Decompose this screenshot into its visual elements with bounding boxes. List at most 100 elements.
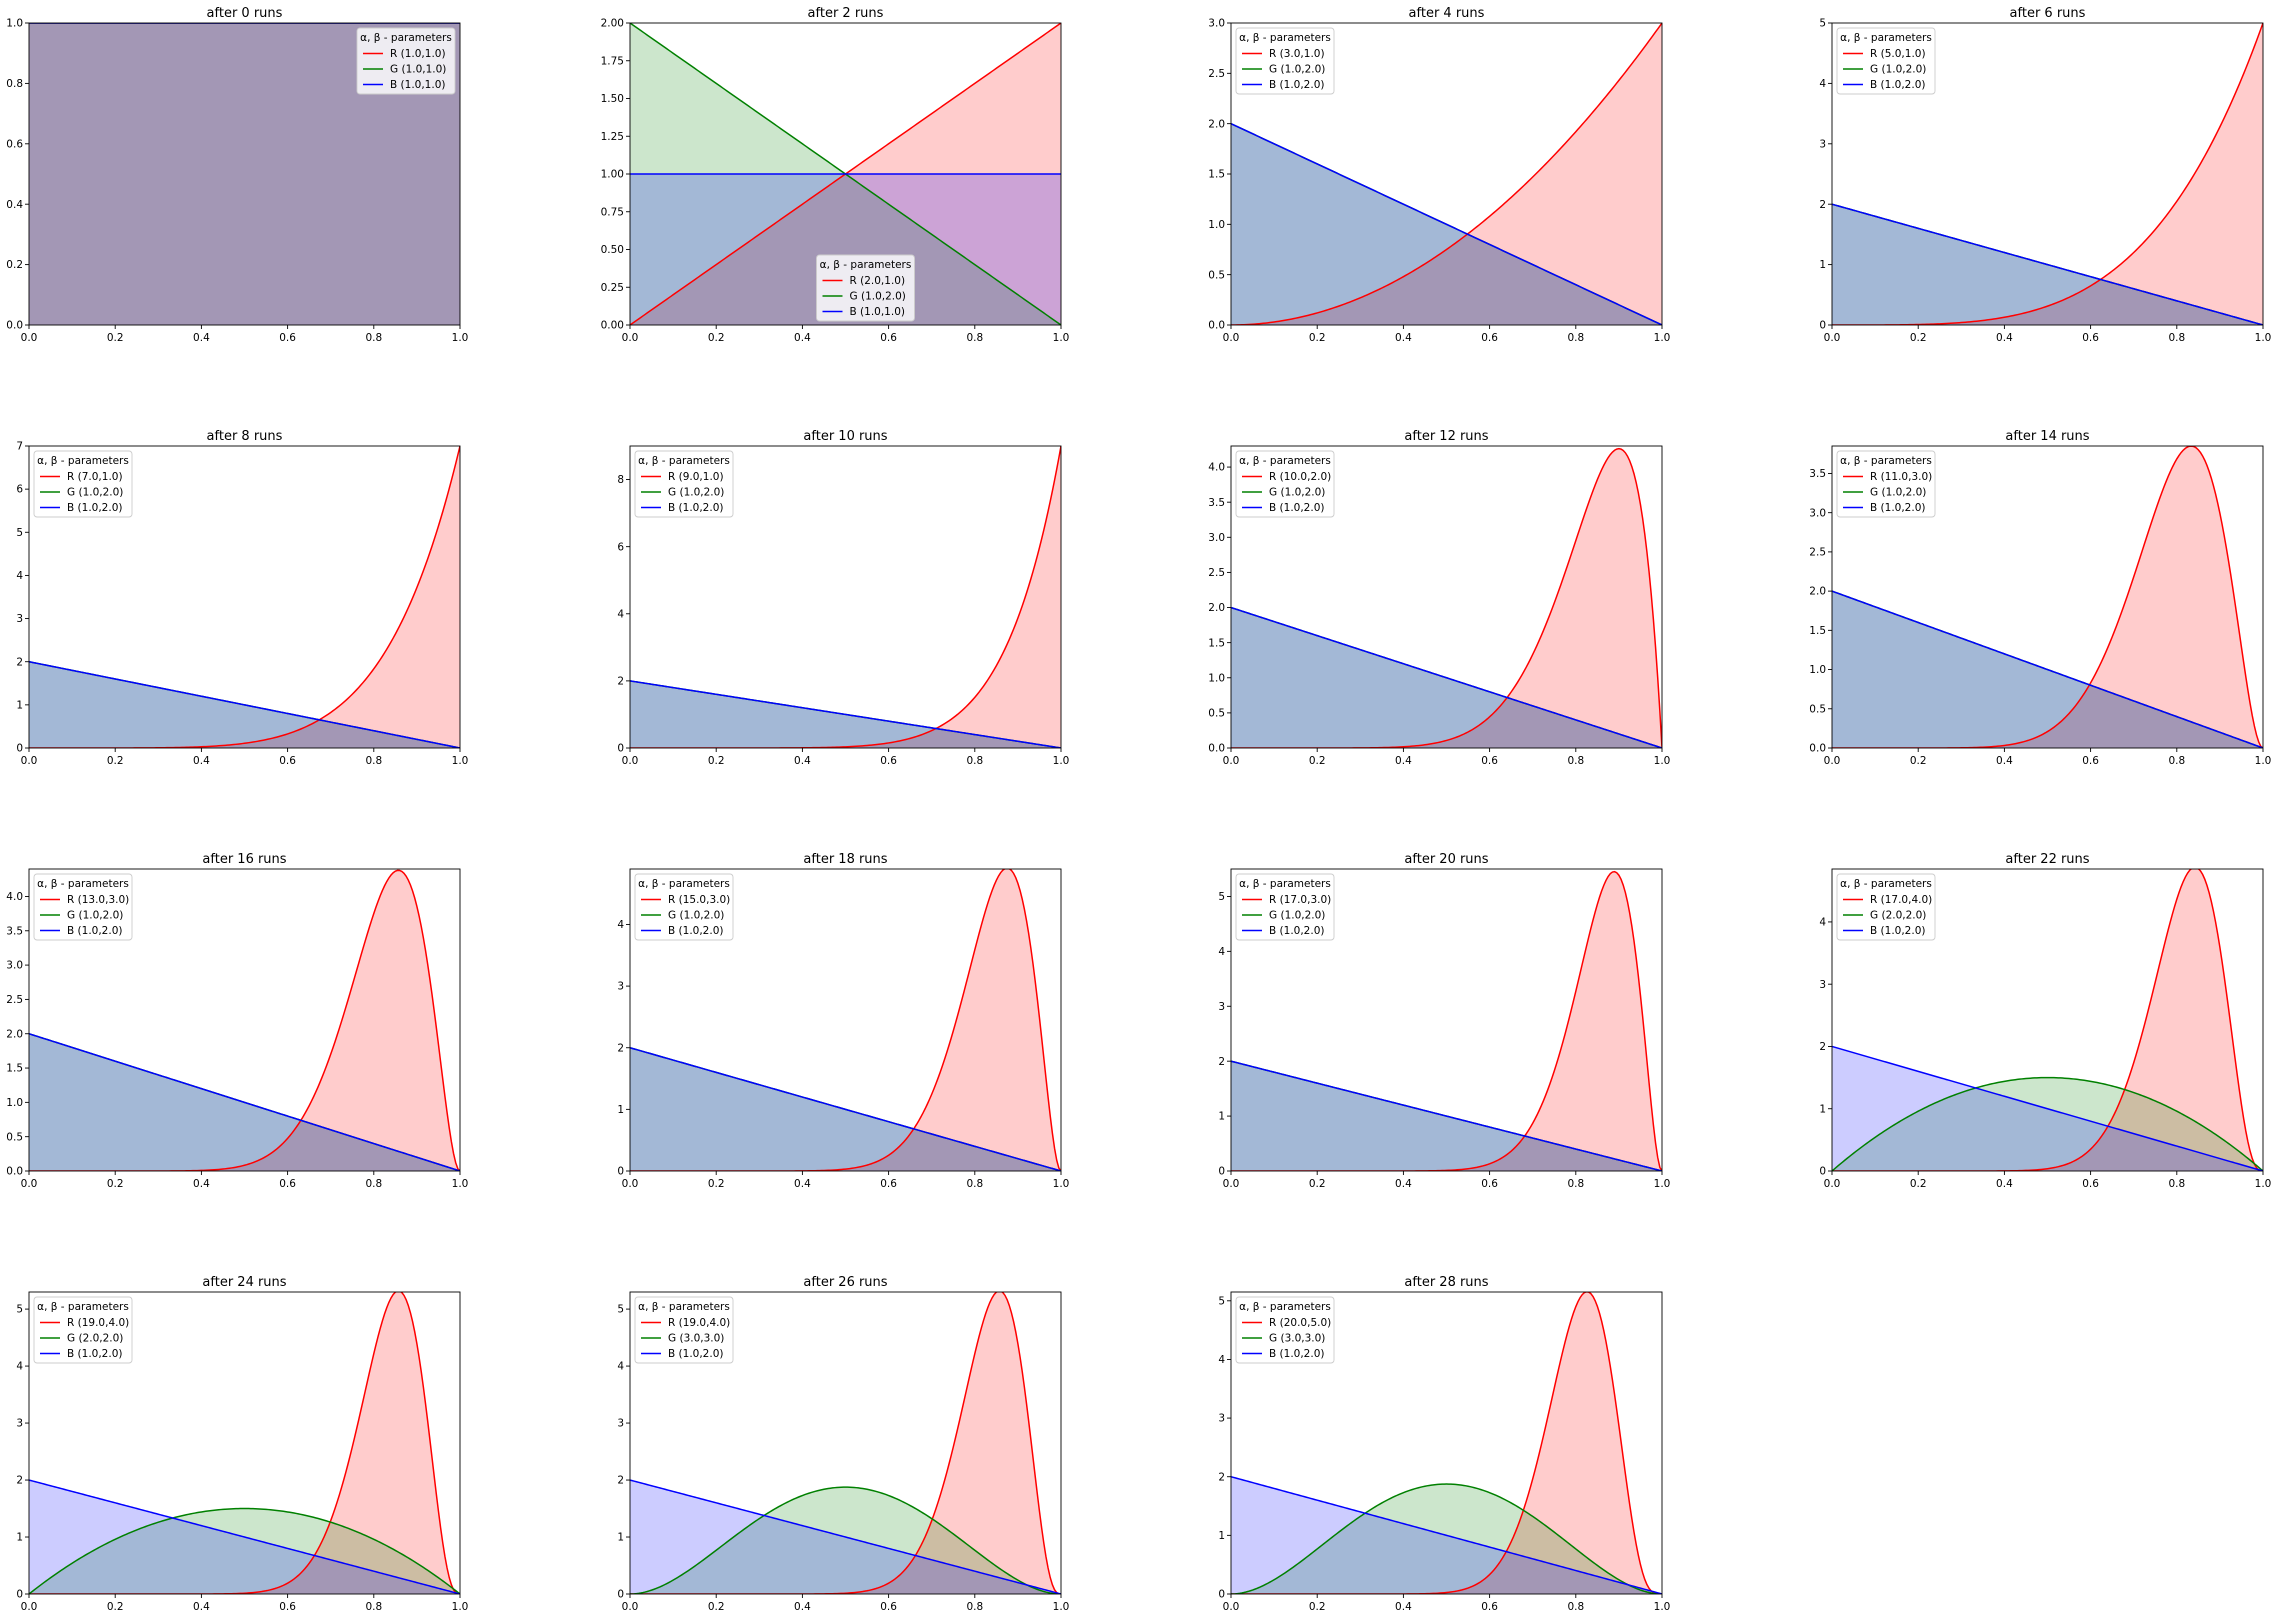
x-tick-label: 0.6 [1481, 755, 1498, 767]
x-tick-label: 0.2 [1309, 1178, 1326, 1190]
legend-entry-R: R (10.0,2.0) [1269, 471, 1331, 483]
y-tick-label: 2 [1218, 1056, 1225, 1068]
legend-box [33, 1296, 133, 1364]
plot-area [1832, 446, 2263, 748]
x-tick-label: 0.4 [1395, 1178, 1412, 1190]
legend-entry-B: B (1.0,2.0) [668, 925, 723, 937]
x-tick-label: 0.4 [1996, 332, 2013, 344]
line-B [1832, 203, 2263, 325]
subplot-title: after 14 runs [2005, 429, 2089, 444]
line-G [1231, 1483, 1662, 1594]
x-tick-label: 0.0 [21, 1601, 38, 1613]
legend: α, β - parameters R (19.0,4.0) G (2.0,2.0)… [33, 1296, 133, 1364]
subplot-title: after 6 runs [2010, 6, 2086, 21]
x-tick-label: 1.0 [1654, 1601, 1671, 1613]
y-tick-label: 0.5 [1208, 269, 1225, 281]
line-B [1832, 1045, 2263, 1171]
area-R [1832, 446, 2263, 748]
area-R [1231, 871, 1662, 1171]
legend-box [356, 27, 456, 95]
legend-box [1836, 873, 1936, 941]
legend: α, β - parameters R (13.0,3.0) G (1.0,2.0)… [33, 873, 133, 941]
axes-frame [28, 868, 461, 1172]
subplot-title: after 10 runs [803, 429, 887, 444]
y-tick-label: 2.5 [1208, 567, 1225, 579]
legend-entry-B: B (1.0,2.0) [1269, 1348, 1324, 1360]
x-tick-label: 1.0 [1053, 1178, 1070, 1190]
legend: α, β - parameters R (17.0,4.0) G (2.0,2.0)… [1836, 873, 1936, 941]
y-tick-label: 4 [1819, 78, 1826, 90]
x-tick-label: 1.0 [2255, 332, 2272, 344]
subplot-11: after 20 runs 0.0 0.2 0.4 0.6 0.8 1.0 0 1 2 3 4 5 α, … [1218, 852, 1670, 1190]
line-R [630, 446, 1061, 748]
legend-entry-G: G (1.0,1.0) [390, 64, 446, 76]
x-tick-label: 1.0 [1053, 1601, 1070, 1613]
legend-entry-R: R (15.0,3.0) [668, 894, 730, 906]
y-tick-label: 1 [617, 1104, 624, 1116]
y-tick-label: 4 [1218, 946, 1225, 958]
subplot-title: after 18 runs [803, 852, 887, 867]
x-tick-label: 0.8 [1567, 1178, 1584, 1190]
legend-title: α, β - parameters [37, 878, 129, 890]
x-tick-label: 0.4 [1996, 755, 2013, 767]
subplot-14: after 26 runs 0.0 0.2 0.4 0.6 0.8 1.0 0 1 2 3 4 5 α, … [617, 1275, 1069, 1613]
legend-box [1235, 1296, 1335, 1364]
subplot-6: after 10 runs 0.0 0.2 0.4 0.6 0.8 1.0 0 2 4 6 8 α, β… [617, 429, 1069, 767]
plot-area [630, 869, 1061, 1171]
y-tick-label: 0 [617, 1589, 624, 1601]
legend: α, β - parameters R (19.0,4.0) G (3.0,3.0)… [634, 1296, 734, 1364]
y-tick-label: 0.0 [1208, 320, 1225, 332]
legend-entry-B: B (1.0,2.0) [1870, 79, 1925, 91]
legend-entry-R: R (13.0,3.0) [67, 894, 129, 906]
x-tick-label: 0.8 [365, 1601, 382, 1613]
x-tick-label: 1.0 [1654, 332, 1671, 344]
subplot-title: after 4 runs [1409, 6, 1485, 21]
area-R [1832, 869, 2263, 1171]
legend-entry-R: R (7.0,1.0) [67, 471, 123, 483]
y-tick-label: 0 [1218, 1166, 1225, 1178]
y-tick-label: 2 [16, 1475, 23, 1487]
line-B [29, 1033, 460, 1171]
plot-area [29, 1292, 460, 1594]
legend-box [1836, 450, 1936, 518]
legend-title: α, β - parameters [638, 1301, 730, 1313]
subplot-title: after 2 runs [808, 6, 884, 21]
subplot-title: after 8 runs [207, 429, 283, 444]
y-tick-label: 1 [1218, 1111, 1225, 1123]
x-tick-label: 1.0 [452, 1178, 469, 1190]
y-tick-label: 8 [617, 474, 624, 486]
x-tick-label: 0.2 [1309, 332, 1326, 344]
legend-entry-R: R (11.0,3.0) [1870, 471, 1932, 483]
line-G [1832, 1076, 2263, 1171]
y-tick-label: 1.5 [6, 1063, 23, 1075]
y-tick-label: 0.8 [6, 78, 23, 90]
y-tick-label: 4 [617, 1361, 624, 1373]
y-tick-label: 2.00 [601, 18, 624, 30]
legend-entry-B: B (1.0,2.0) [1269, 502, 1324, 514]
y-tick-label: 1 [1218, 1530, 1225, 1542]
legend-entry-B: B (1.0,2.0) [668, 502, 723, 514]
y-tick-label: 2 [1819, 1041, 1826, 1053]
x-tick-label: 0.8 [2168, 332, 2185, 344]
legend-title: α, β - parameters [1840, 32, 1932, 44]
axes-frame [1831, 868, 2264, 1172]
x-tick-label: 1.0 [1654, 755, 1671, 767]
x-tick-label: 1.0 [1053, 755, 1070, 767]
legend: α, β - parameters R (15.0,3.0) G (1.0,2.0)… [634, 873, 734, 941]
plot-area [1832, 23, 2263, 325]
legend-entry-R: R (19.0,4.0) [668, 1317, 730, 1329]
y-tick-label: 1.75 [601, 55, 624, 67]
y-tick-label: 0 [1819, 320, 1826, 332]
x-tick-label: 0.4 [1395, 1601, 1412, 1613]
y-tick-label: 1 [1819, 1103, 1826, 1115]
legend-entry-R: R (5.0,1.0) [1870, 48, 1926, 60]
x-tick-label: 0.2 [107, 1178, 124, 1190]
x-tick-label: 0.6 [2082, 1178, 2099, 1190]
plot-area [1231, 447, 1662, 748]
y-tick-label: 5 [16, 1304, 23, 1316]
legend-title: α, β - parameters [1239, 455, 1331, 467]
x-tick-label: 0.6 [279, 1601, 296, 1613]
x-tick-label: 0.6 [880, 755, 897, 767]
y-tick-label: 0.5 [1208, 707, 1225, 719]
y-tick-label: 0 [16, 743, 23, 755]
